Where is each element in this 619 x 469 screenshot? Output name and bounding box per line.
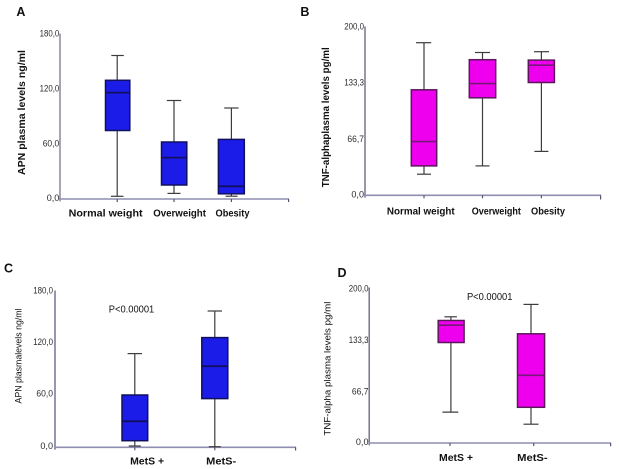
svg-text:133,3: 133,3	[344, 78, 364, 89]
svg-text:Overweight: Overweight	[472, 205, 522, 217]
svg-text:133,3: 133,3	[349, 335, 369, 346]
svg-text:A: A	[16, 5, 25, 19]
svg-text:180,0: 180,0	[40, 28, 60, 39]
svg-text:MetS-: MetS-	[517, 452, 548, 464]
svg-text:MetS-: MetS-	[206, 455, 237, 467]
svg-text:200,0: 200,0	[349, 283, 369, 294]
svg-text:Normal weight: Normal weight	[69, 207, 144, 219]
svg-text:Normal weight: Normal weight	[387, 205, 455, 217]
svg-text:60,0: 60,0	[43, 139, 60, 150]
svg-text:Overweight: Overweight	[153, 207, 206, 219]
svg-text:C: C	[4, 262, 13, 276]
svg-text:B: B	[300, 5, 309, 19]
svg-text:TNF-alpha plasma levels pg/ml: TNF-alpha plasma levels pg/ml	[322, 302, 333, 436]
svg-text:0,0: 0,0	[40, 441, 53, 452]
svg-text:D: D	[338, 266, 347, 280]
svg-text:200,0: 200,0	[344, 21, 364, 32]
svg-text:Obesity: Obesity	[216, 207, 250, 219]
svg-text:TNF-alphaplasma levels pg/ml: TNF-alphaplasma levels pg/ml	[321, 47, 332, 187]
svg-text:Obesity: Obesity	[531, 205, 565, 217]
svg-text:0,0: 0,0	[47, 193, 60, 204]
svg-text:MetS +: MetS +	[439, 452, 473, 464]
svg-text:0,0: 0,0	[356, 437, 369, 448]
svg-text:APN plasma levels ng/ml: APN plasma levels ng/ml	[17, 50, 28, 175]
svg-text:66,7: 66,7	[352, 386, 369, 397]
svg-text:APN plasmalevels ng/ml: APN plasmalevels ng/ml	[14, 309, 25, 404]
svg-text:180,0: 180,0	[33, 286, 53, 297]
svg-text:MetS +: MetS +	[130, 455, 164, 467]
svg-text:60,0: 60,0	[36, 389, 53, 400]
svg-text:0,0: 0,0	[351, 189, 364, 200]
svg-text:P<0.00001: P<0.00001	[109, 304, 155, 315]
svg-text:120,0: 120,0	[33, 337, 53, 348]
svg-text:120,0: 120,0	[40, 83, 60, 94]
svg-text:66,7: 66,7	[347, 134, 364, 145]
svg-text:P<0.00001: P<0.00001	[467, 292, 513, 303]
